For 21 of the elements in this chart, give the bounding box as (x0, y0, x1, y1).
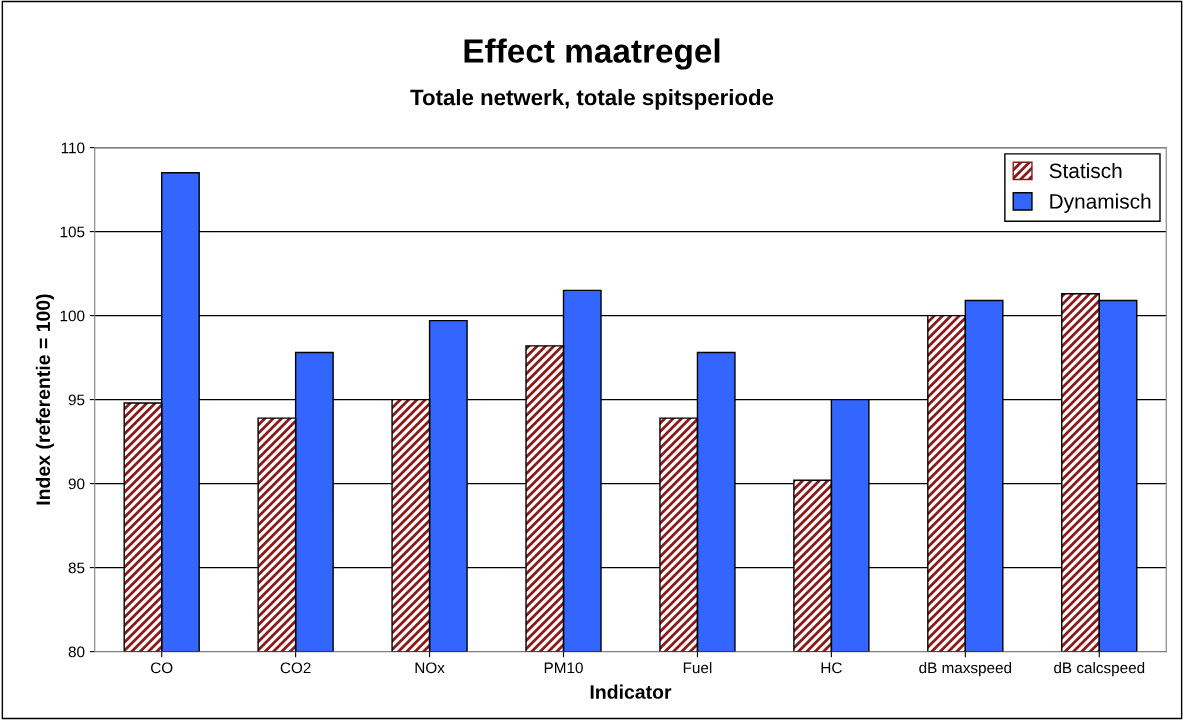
y-tick-label: 80 (68, 646, 85, 658)
x-tick-label: PM10 (544, 662, 583, 674)
chart-subtitle: Totale netwerk, totale spitsperiode (410, 89, 774, 110)
legend-label: Dynamisch (1050, 193, 1151, 213)
chart-title: Effect maatregel (464, 38, 720, 70)
y-axis-title: Index (referentie = 100) (35, 294, 54, 505)
y-tick-label: 85 (68, 562, 85, 574)
y-tick-label: 95 (68, 394, 85, 406)
x-tick-label: CO2 (280, 662, 311, 674)
y-tick-label: 100 (60, 310, 85, 322)
x-tick-label: NOx (415, 662, 445, 674)
x-tick-label: dB calcspeed (1054, 662, 1145, 677)
x-tick-label: CO (151, 662, 173, 674)
x-tick-label: dB maxspeed (919, 662, 1012, 677)
legend-label: Statisch (1049, 162, 1122, 179)
x-tick-label: HC (821, 662, 842, 674)
y-tick-label: 105 (60, 226, 85, 238)
y-tick-label: 110 (61, 142, 85, 154)
y-tick-label: 90 (68, 478, 85, 490)
x-tick-label: Fuel (683, 662, 712, 674)
x-axis-title: Indicator (590, 684, 672, 699)
